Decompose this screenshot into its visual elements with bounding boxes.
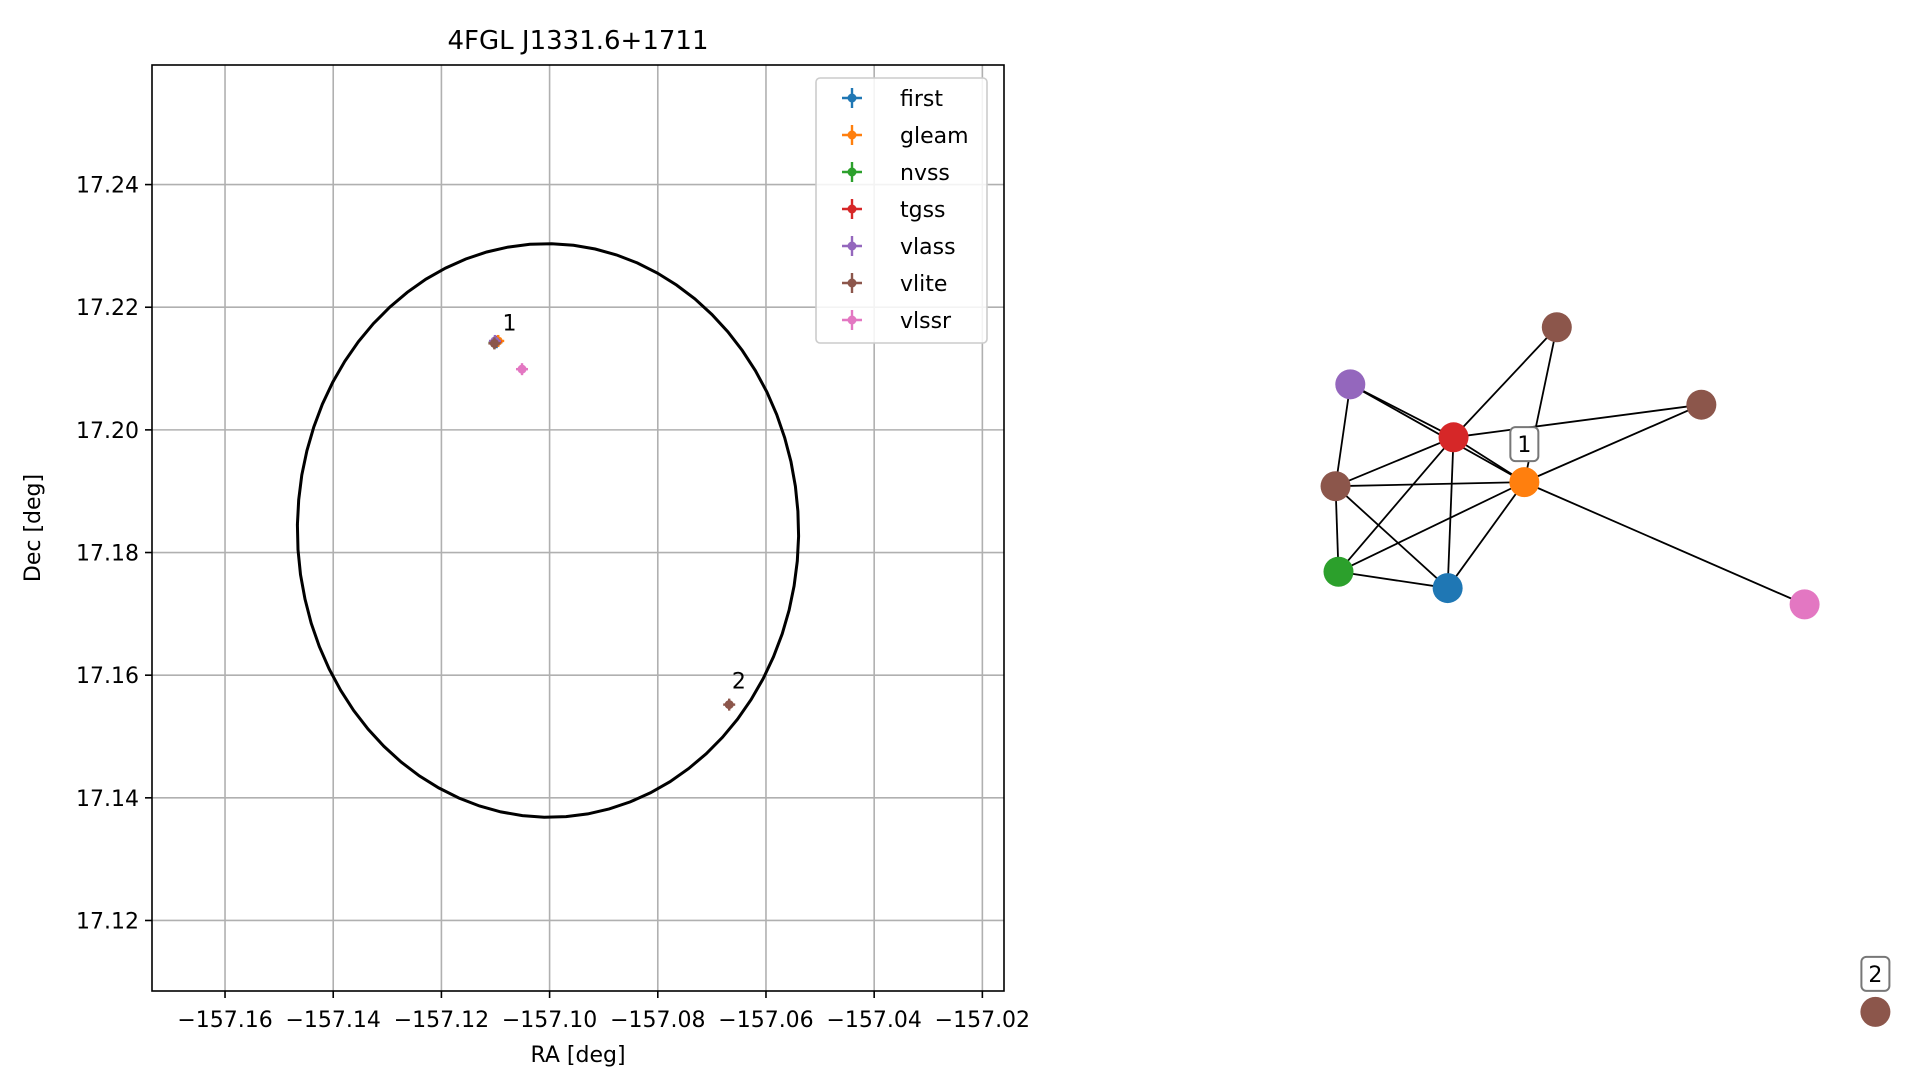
- legend-label: gleam: [900, 124, 969, 149]
- network-edge: [1349, 383, 1525, 483]
- network-node-labels: 12: [1509, 426, 1891, 992]
- network-node: [1686, 389, 1717, 420]
- network-nodes: [1320, 312, 1891, 1027]
- legend-label: nvss: [900, 161, 950, 186]
- network-graph: 12: [1320, 312, 1891, 1027]
- plot-frame: [151, 64, 1005, 992]
- node-label-box: 2: [1860, 955, 1891, 992]
- legend-item-tgss: tgss: [842, 198, 946, 223]
- data-point-vlite: [723, 698, 736, 711]
- legend: first gleam nvss tgss vlass vlite vlssr: [815, 77, 988, 344]
- network-node: [1320, 471, 1351, 502]
- ellipse-outline: [295, 242, 801, 819]
- legend-item-vlass: vlass: [842, 235, 956, 260]
- data-point-vlite: [488, 337, 501, 350]
- y-tick-label: 17.12: [76, 909, 139, 934]
- x-tick-label: −157.04: [826, 1008, 921, 1033]
- network-node: [1432, 573, 1463, 604]
- network-edge: [1335, 481, 1525, 488]
- network-edge: [1523, 481, 1805, 606]
- point-annotation: 2: [732, 670, 746, 695]
- legend-item-vlite: vlite: [842, 272, 947, 297]
- network-node: [1509, 467, 1540, 498]
- legend-item-vlssr: vlssr: [842, 309, 952, 334]
- network-edge: [1338, 570, 1448, 589]
- y-tick-label: 17.20: [76, 419, 139, 444]
- x-axis-label: RA [deg]: [530, 1043, 625, 1068]
- network-edge: [1334, 384, 1352, 487]
- network-node: [1335, 369, 1366, 400]
- network-edges: [1334, 326, 1805, 606]
- network-edge: [1452, 326, 1558, 438]
- network-edge: [1338, 481, 1525, 573]
- x-axis-ticks: −157.16 −157.14 −157.12 −157.10 −157.08 −157.…: [177, 991, 1030, 1033]
- x-tick-label: −157.08: [610, 1008, 705, 1033]
- legend-item-gleam: gleam: [842, 124, 969, 149]
- network-edge: [1337, 436, 1455, 573]
- y-tick-label: 17.18: [76, 542, 139, 567]
- network-node: [1860, 996, 1891, 1027]
- network-node: [1789, 589, 1820, 620]
- legend-label: vlass: [900, 235, 956, 260]
- y-tick-label: 17.16: [76, 664, 139, 689]
- network-node: [1323, 556, 1354, 587]
- scatter-panel: 4FGL J1331.6+1711 12 −157.16 −157.14 −157.…: [21, 26, 1030, 1068]
- y-axis-label: Dec [deg]: [21, 474, 46, 582]
- node-label-box: 1: [1509, 426, 1540, 463]
- legend-item-nvss: nvss: [842, 161, 950, 186]
- network-node: [1438, 422, 1469, 453]
- legend-item-first: first: [842, 87, 943, 112]
- x-tick-label: −157.02: [935, 1008, 1030, 1033]
- data-points: [488, 334, 736, 711]
- x-tick-label: −157.06: [718, 1008, 813, 1033]
- legend-box: [815, 77, 988, 344]
- legend-label: vlssr: [900, 309, 952, 334]
- data-point-vlssr: [516, 363, 529, 376]
- network-edge: [1446, 481, 1526, 589]
- x-tick-label: −157.14: [286, 1008, 381, 1033]
- legend-label: tgss: [900, 198, 946, 223]
- network-edge: [1446, 437, 1455, 589]
- point-annotation: 1: [503, 312, 517, 337]
- network-edge: [1453, 403, 1702, 439]
- legend-label: first: [900, 87, 943, 112]
- y-tick-label: 17.24: [76, 174, 139, 199]
- y-tick-label: 17.22: [76, 296, 139, 321]
- node-label: 2: [1868, 963, 1882, 988]
- chart-title: 4FGL J1331.6+1711: [448, 26, 709, 56]
- error-ellipse: [295, 242, 801, 819]
- node-label: 1: [1517, 433, 1531, 458]
- x-tick-label: −157.16: [177, 1008, 272, 1033]
- network-edge: [1334, 485, 1449, 589]
- y-axis-ticks: 17.12 17.14 17.16 17.18 17.20 17.22 17.24: [76, 174, 152, 934]
- y-tick-label: 17.14: [76, 787, 139, 812]
- annotations: 12: [503, 312, 746, 695]
- network-edge: [1523, 403, 1702, 483]
- x-tick-label: −157.10: [502, 1008, 597, 1033]
- network-node: [1541, 312, 1572, 343]
- legend-label: vlite: [900, 272, 947, 297]
- x-tick-label: −157.12: [394, 1008, 489, 1033]
- network-edge: [1335, 436, 1454, 488]
